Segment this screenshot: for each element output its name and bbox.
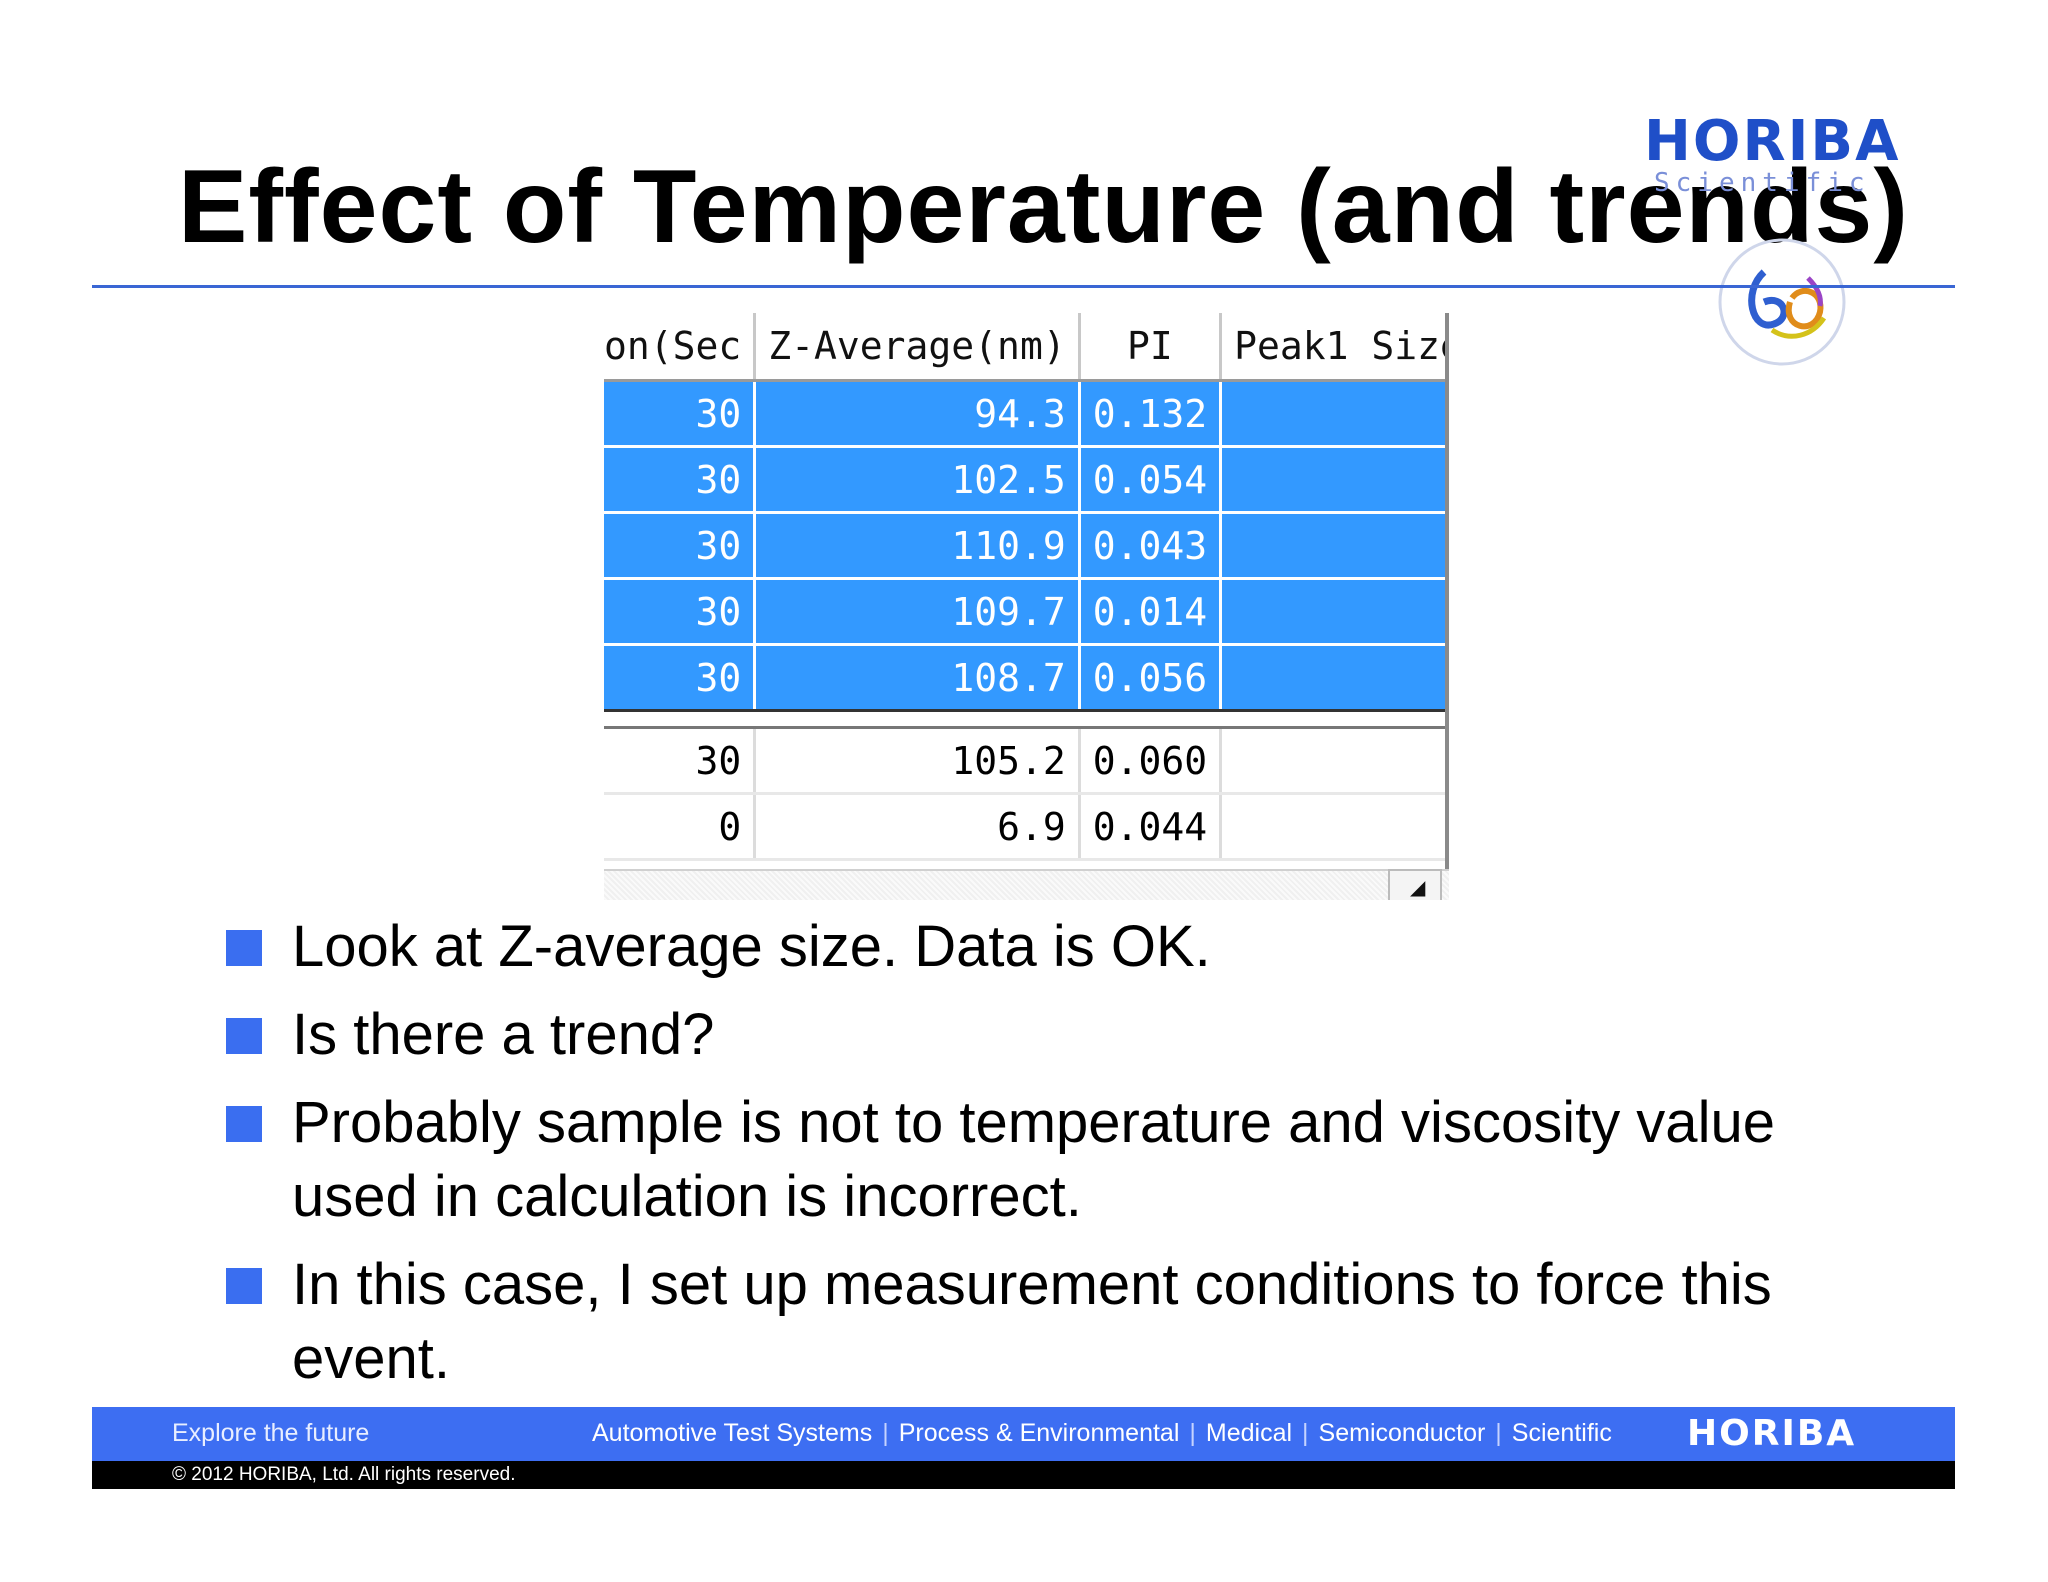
scroll-corner-button[interactable]: ◢: [1388, 869, 1442, 900]
arrow-right-icon: ◢: [1410, 877, 1426, 899]
horiba-wordmark: HORIBA: [1644, 109, 1901, 174]
cell-z-average: 110.9: [754, 512, 1081, 580]
divider: |: [1495, 1419, 1502, 1447]
table-header-row: on(Sec Z-Average(nm) PI Peak1 Size (: [604, 313, 1449, 382]
cell-pi: 0.060: [1079, 727, 1223, 795]
header-peak1-size[interactable]: Peak1 Size (: [1220, 313, 1449, 382]
slide-title: Effect of Temperature (and trends): [178, 149, 1909, 265]
header-duration[interactable]: on(Sec: [604, 313, 757, 382]
division-semiconductor: Semiconductor: [1318, 1419, 1486, 1447]
cell-pi: 0.056: [1079, 643, 1223, 712]
title-rule: [92, 285, 1955, 288]
cell-duration: 30: [604, 643, 757, 712]
spacer-cell: [604, 710, 1449, 729]
cell-pi: 0.054: [1079, 446, 1223, 514]
horizontal-scrollbar[interactable]: [604, 869, 1449, 900]
cell-pi: 0.014: [1079, 578, 1223, 646]
bullet-text: Is there a trend?: [292, 1002, 715, 1067]
division-medical: Medical: [1205, 1419, 1293, 1447]
cell-peak1-size: [1220, 380, 1449, 448]
table-row[interactable]: 30 110.9 0.043: [604, 512, 1449, 580]
table-row[interactable]: 30 102.5 0.054: [604, 446, 1449, 514]
cell-peak1-size: [1220, 446, 1449, 514]
cell-z-average: 6.9: [754, 793, 1081, 861]
results-grid-screenshot: on(Sec Z-Average(nm) PI Peak1 Size ( 30 …: [604, 313, 1449, 900]
cell-peak1-size: [1220, 512, 1449, 580]
cell-peak1-size: [1220, 578, 1449, 646]
table-row-focused[interactable]: 30 108.7 0.056: [604, 643, 1449, 712]
results-table: on(Sec Z-Average(nm) PI Peak1 Size ( 30 …: [604, 313, 1449, 861]
bullet-square-icon: [226, 1018, 262, 1054]
cell-peak1-size: [1220, 793, 1449, 861]
copyright-text: © 2012 HORIBA, Ltd. All rights reserved.: [172, 1464, 516, 1485]
cell-duration: 0: [604, 793, 757, 861]
divider: |: [1189, 1419, 1196, 1447]
cell-pi: 0.132: [1079, 380, 1223, 448]
horiba-logo: HORIBA Scientific: [1644, 109, 1934, 199]
bullet-item: Look at Z-average size. Data is OK.: [226, 910, 1906, 984]
cell-z-average: 94.3: [754, 380, 1081, 448]
cell-duration: 30: [604, 578, 757, 646]
cell-peak1-size: [1220, 727, 1449, 795]
bullet-square-icon: [226, 1268, 262, 1304]
bullet-item: Is there a trend?: [226, 998, 1906, 1072]
bullet-square-icon: [226, 1106, 262, 1142]
anniversary-emblem-icon: [1718, 238, 1846, 366]
division-process: Process & Environmental: [898, 1419, 1180, 1447]
cell-duration: 30: [604, 727, 757, 795]
table-row[interactable]: 30 105.2 0.060: [604, 727, 1449, 795]
divider: |: [1302, 1419, 1309, 1447]
table-row[interactable]: 0 6.9 0.044: [604, 793, 1449, 861]
cell-z-average: 102.5: [754, 446, 1081, 514]
bullet-text: In this case, I set up measurement condi…: [292, 1252, 1772, 1391]
cell-duration: 30: [604, 446, 757, 514]
grid-right-border: [1445, 313, 1449, 869]
division-scientific: Scientific: [1511, 1419, 1612, 1447]
cell-pi: 0.044: [1079, 793, 1223, 861]
table-row[interactable]: 30 109.7 0.014: [604, 578, 1449, 646]
header-pi[interactable]: PI: [1079, 313, 1223, 382]
footer-logo: HORIBA: [1687, 1413, 1857, 1454]
table-row[interactable]: 30 94.3 0.132: [604, 380, 1449, 448]
table-spacer: [604, 710, 1449, 729]
cell-z-average: 105.2: [754, 727, 1081, 795]
cell-peak1-size: [1220, 643, 1449, 712]
cell-pi: 0.043: [1079, 512, 1223, 580]
bullet-item: Probably sample is not to temperature an…: [226, 1086, 1906, 1234]
bullet-text: Look at Z-average size. Data is OK.: [292, 914, 1211, 979]
bullet-list: Look at Z-average size. Data is OK. Is t…: [226, 910, 1906, 1410]
cell-z-average: 108.7: [754, 643, 1081, 712]
divider: |: [882, 1419, 889, 1447]
bullet-square-icon: [226, 930, 262, 966]
footer-tagline: Explore the future: [172, 1419, 370, 1447]
footer-bar: Explore the future Automotive Test Syste…: [92, 1407, 1955, 1461]
header-z-average[interactable]: Z-Average(nm): [754, 313, 1081, 382]
footer-copyright-bar: © 2012 HORIBA, Ltd. All rights reserved.: [92, 1461, 1955, 1489]
cell-duration: 30: [604, 512, 757, 580]
footer-divisions: Automotive Test Systems | Process & Enviro…: [592, 1419, 1612, 1448]
horiba-sub: Scientific: [1654, 168, 1871, 198]
bullet-text: Probably sample is not to temperature an…: [292, 1090, 1775, 1229]
bullet-item: In this case, I set up measurement condi…: [226, 1248, 1906, 1396]
cell-z-average: 109.7: [754, 578, 1081, 646]
cell-duration: 30: [604, 380, 757, 448]
division-automotive: Automotive Test Systems: [592, 1419, 873, 1447]
